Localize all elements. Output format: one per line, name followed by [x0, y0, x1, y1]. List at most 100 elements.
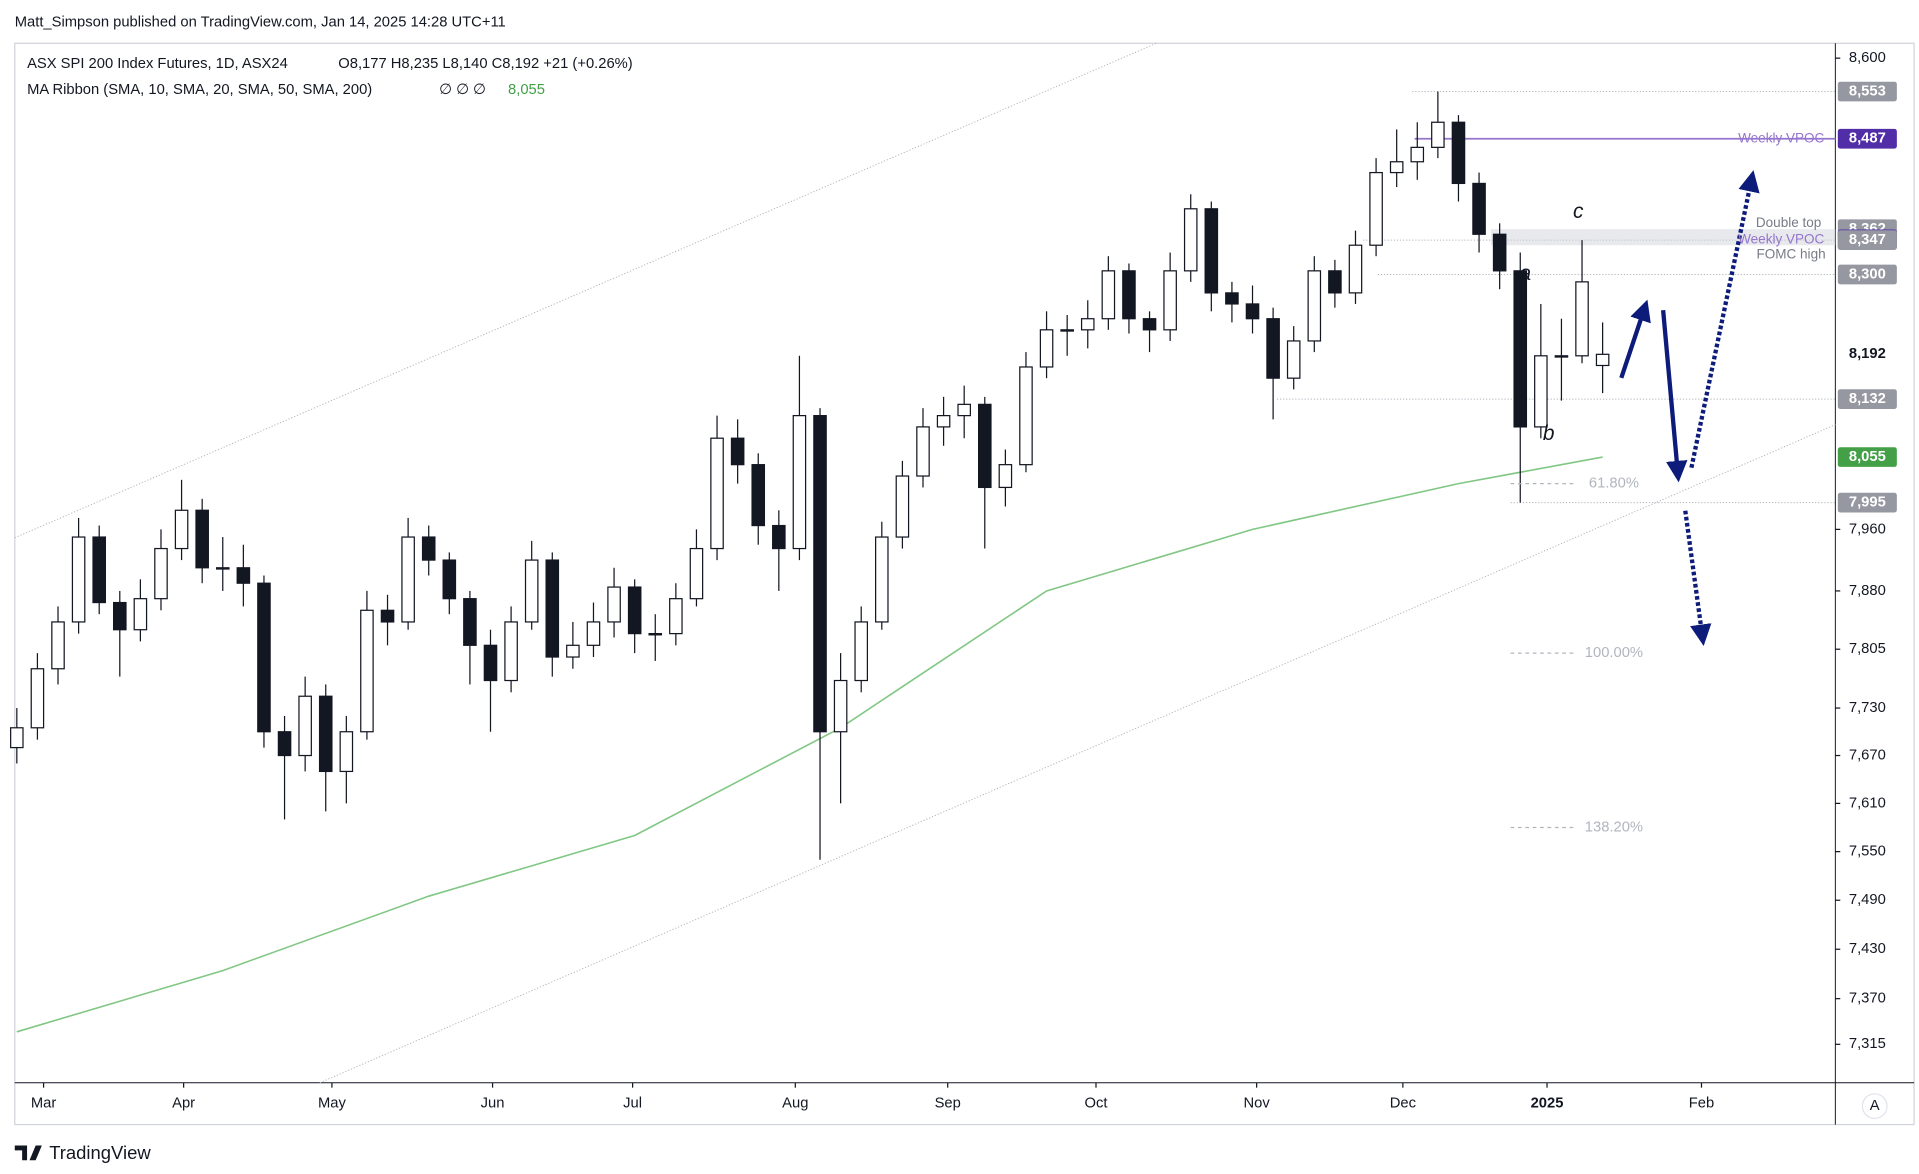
channel-upper [14, 42, 1157, 539]
auto-scale-label[interactable]: A [1870, 1098, 1880, 1114]
legend-ma: MA Ribbon (SMA, 10, SMA, 20, SMA, 50, SM… [27, 82, 372, 98]
candle-body [1328, 270, 1342, 294]
plot [10, 91, 1836, 1033]
y-tick-label: 7,315 [1849, 1036, 1886, 1052]
candle-body [1039, 329, 1054, 368]
candle-body [689, 547, 704, 600]
x-tick-label: 2025 [1531, 1096, 1564, 1112]
candle-body [1019, 366, 1033, 466]
candle-body [1534, 355, 1548, 428]
candle-body [1183, 208, 1198, 272]
candle-body [1431, 121, 1445, 148]
price-tag-label: 8,487 [1849, 131, 1886, 147]
auto-scale-button[interactable] [1861, 1093, 1888, 1120]
candle-body [813, 415, 827, 733]
y-tick-label: 7,550 [1849, 844, 1886, 860]
candle-body [792, 415, 807, 550]
candle-body [1060, 329, 1074, 332]
candle-body [360, 609, 374, 733]
price-tag [1837, 230, 1897, 250]
candle-body [1142, 318, 1157, 331]
wave-label: b [1543, 422, 1555, 445]
price-tag-label: 8,553 [1849, 83, 1886, 99]
candle-body [1575, 281, 1589, 357]
price-tag [1837, 128, 1897, 149]
candle-body [154, 547, 168, 600]
note: Double top [1756, 215, 1821, 230]
candle-body [1163, 270, 1177, 331]
candle-body [339, 731, 354, 773]
candle-body [875, 536, 889, 623]
price-tag [1837, 264, 1897, 285]
wave-label: c [1573, 200, 1584, 223]
candle-body [236, 567, 251, 584]
y-tick-label: 7,960 [1849, 521, 1886, 537]
candle-body [30, 668, 45, 729]
candle-body [1554, 355, 1569, 358]
arrow [1660, 310, 1688, 483]
candle-body [1101, 270, 1116, 320]
candle-body [566, 644, 580, 658]
candle-body [380, 609, 395, 623]
y-tick-label: 7,880 [1849, 583, 1886, 599]
candle-body [463, 598, 477, 646]
candle-body [1472, 182, 1486, 235]
candle-body [730, 437, 745, 466]
candle-body [998, 464, 1013, 489]
y-tick-label: 7,730 [1849, 700, 1886, 716]
candle-body [916, 426, 930, 477]
price-tag [1837, 81, 1897, 102]
candle-body [1348, 244, 1363, 294]
candle-body [545, 559, 560, 658]
candle-body [1369, 171, 1383, 246]
candle-body [257, 582, 271, 733]
candle-body [401, 536, 415, 623]
x-tick-label: Dec [1390, 1096, 1416, 1112]
candle-body [977, 403, 992, 489]
x-tick-label: Mar [31, 1096, 56, 1112]
candle-body [1389, 161, 1404, 174]
footer: TradingView [49, 1142, 151, 1163]
candle-body [10, 727, 24, 749]
candle-body [1595, 353, 1610, 367]
fib-label: 100.00% [1585, 645, 1643, 661]
candle-body [1122, 270, 1136, 320]
y-tick-label: 7,430 [1849, 941, 1886, 957]
header: Matt_Simpson published on TradingView.co… [15, 14, 506, 30]
candle-body [51, 621, 65, 670]
y-tick-label: 7,610 [1849, 795, 1886, 811]
candle-body [1245, 303, 1260, 320]
candle-body [607, 586, 621, 623]
price-tag-label: 8,192 [1849, 346, 1886, 362]
candle-body [957, 403, 971, 417]
double-top-zone [1490, 229, 1836, 246]
arrow-dotted [1683, 510, 1712, 646]
y-tick-label: 7,670 [1849, 747, 1886, 763]
candle-body [421, 536, 436, 561]
price-tag [1837, 389, 1897, 409]
price-tag-label: 8,055 [1849, 449, 1886, 465]
candle-body [524, 559, 539, 623]
legend-title: ASX SPI 200 Index Futures, 1D, ASX24 [27, 56, 288, 72]
candle-body [1225, 292, 1239, 305]
candle-body [1513, 270, 1528, 428]
x-tick-label: Apr [172, 1096, 195, 1112]
price-tag-label: 8,300 [1849, 266, 1886, 282]
candle-body [1266, 318, 1280, 379]
y-tick-label: 8,600 [1849, 50, 1886, 66]
candle-body [1492, 233, 1507, 272]
candle-body [277, 731, 292, 757]
fib-label: 138.20% [1585, 819, 1643, 835]
candle-body [174, 509, 189, 550]
candle-body [833, 679, 848, 733]
x-tick-label: May [318, 1096, 346, 1112]
x-tick-label: Nov [1244, 1096, 1271, 1112]
y-tick-label: 7,490 [1849, 892, 1886, 908]
candle-body [772, 524, 786, 550]
candle-body [710, 437, 724, 550]
candle-body [895, 475, 910, 538]
x-tick-label: Sep [935, 1096, 961, 1112]
legend-ohlc: O8,177 H8,235 L8,140 C8,192 +21 (+0.26%) [338, 56, 632, 72]
candle-body [586, 621, 601, 646]
